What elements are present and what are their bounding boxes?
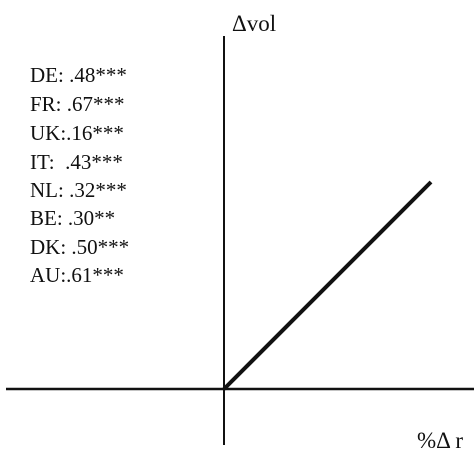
coefficient-uk: UK:.16*** <box>30 121 124 145</box>
y-axis-label: Δvol <box>232 11 276 36</box>
coefficient-fr: FR: .67*** <box>30 92 125 116</box>
coefficient-nl: NL: .32*** <box>30 178 127 202</box>
coefficient-list: DE: .48*** FR: .67*** UK:.16*** IT: .43*… <box>30 63 129 287</box>
coefficient-dk: DK: .50*** <box>30 235 129 259</box>
response-line <box>222 180 433 391</box>
coefficient-it: IT: .43*** <box>30 150 123 174</box>
coefficient-be: BE: .30** <box>30 206 115 230</box>
coefficient-de: DE: .48*** <box>30 63 127 87</box>
x-axis-label: %Δ r <box>417 428 463 453</box>
coefficient-au: AU:.61*** <box>30 263 124 287</box>
